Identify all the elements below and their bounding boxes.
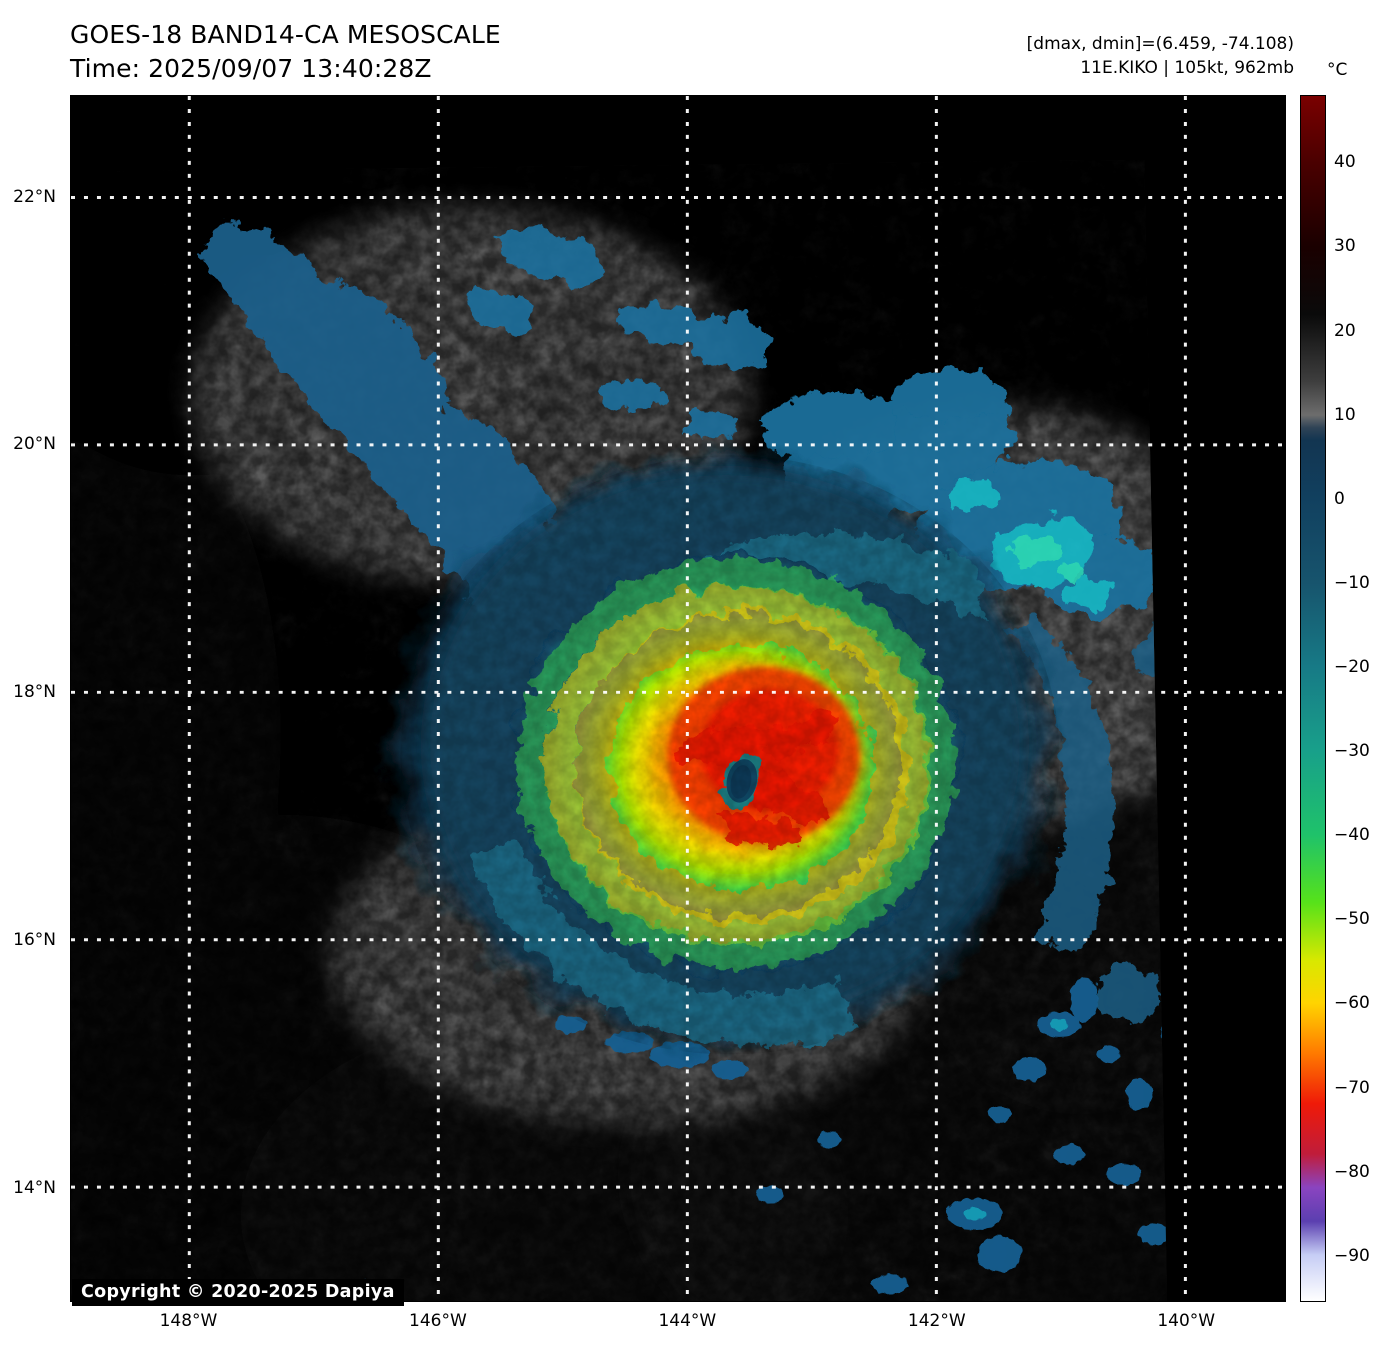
metadata-block: [dmax, dmin]=(6.459, -74.108) 11E.KIKO |… <box>1027 32 1294 80</box>
colorbar-tick-label: −60 <box>1334 993 1370 1014</box>
colorbar-tick-label: −10 <box>1334 572 1370 593</box>
colorbar-tick-label: 10 <box>1334 404 1356 425</box>
satellite-imagery <box>71 96 1285 1301</box>
lon-tick-label: 148°W <box>159 1311 218 1331</box>
colorbar-gradient <box>1301 96 1325 1301</box>
colorbar-tick-label: −30 <box>1334 741 1370 762</box>
lon-tick-label: 146°W <box>409 1311 467 1331</box>
lon-tick-label: 144°W <box>658 1311 717 1331</box>
lat-tick-label: 14°N <box>13 1177 56 1198</box>
page-title: GOES-18 BAND14-CA MESOSCALE Time: 2025/0… <box>70 18 501 86</box>
lat-tick-label: 22°N <box>13 186 56 207</box>
lat-tick-label: 16°N <box>13 930 56 951</box>
copyright-notice: Copyright © 2020-2025 Dapiya <box>72 1279 404 1306</box>
colorbar-tick-label: −40 <box>1334 825 1370 846</box>
lon-tick-label: 142°W <box>907 1311 966 1331</box>
colorbar-tick-label: −50 <box>1334 909 1370 930</box>
colorbar-unit-label: °C <box>1327 60 1348 80</box>
colorbar-tick-label: 20 <box>1334 320 1356 341</box>
colorbar-tick-label: −80 <box>1334 1161 1370 1182</box>
colorbar-tick-label: −90 <box>1334 1245 1370 1266</box>
storm-info-label: 11E.KIKO | 105kt, 962mb <box>1080 58 1294 78</box>
dmax-dmin-label: [dmax, dmin]=(6.459, -74.108) <box>1026 34 1294 54</box>
colorbar-tick-label: −70 <box>1334 1077 1370 1098</box>
lat-tick-label: 18°N <box>13 682 56 703</box>
colorbar-tick-label: 40 <box>1334 152 1356 173</box>
lat-tick-label: 20°N <box>13 434 56 455</box>
lon-tick-label: 140°W <box>1157 1311 1216 1331</box>
timestamp-line: Time: 2025/09/07 13:40:28Z <box>70 54 432 83</box>
satellite-image-plot[interactable] <box>70 95 1286 1302</box>
latitude-axis: 22°N 20°N 18°N 16°N 14°N <box>0 0 64 1359</box>
satellite-title: GOES-18 BAND14-CA MESOSCALE <box>70 20 501 49</box>
colorbar[interactable] <box>1300 95 1326 1302</box>
colorbar-tick-label: −20 <box>1334 656 1370 677</box>
colorbar-tick-label: 30 <box>1334 236 1356 257</box>
colorbar-tick-label: 0 <box>1334 488 1345 509</box>
